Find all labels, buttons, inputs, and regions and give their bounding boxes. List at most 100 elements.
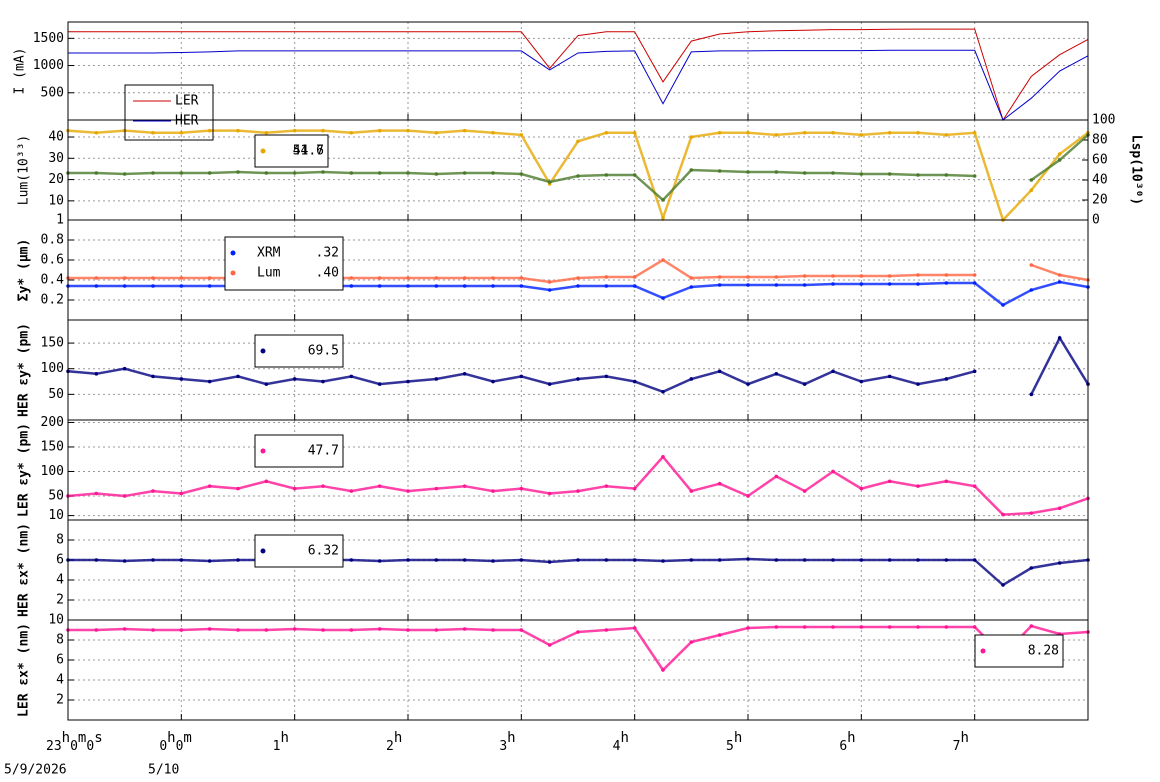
y-tick-label: 6 [56, 653, 64, 668]
data-point [151, 628, 155, 632]
data-point [179, 284, 184, 288]
data-point [1029, 624, 1034, 628]
data-point [491, 489, 495, 493]
data-point [94, 130, 99, 135]
legend-swatch [260, 548, 266, 554]
data-point [122, 172, 127, 176]
legend: 6.32 [254, 534, 344, 568]
data-point [576, 558, 580, 562]
data-point [604, 374, 609, 379]
y-tick-label: 0.2 [41, 293, 64, 308]
legend-box [254, 134, 329, 168]
data-point [689, 489, 694, 493]
data-point [406, 558, 410, 562]
legend-label: LER [175, 94, 199, 109]
data-point [462, 128, 467, 133]
x-tick-label: 3h [499, 730, 515, 754]
data-point [122, 284, 127, 288]
y2-tick-label: 20 [1092, 193, 1108, 208]
y-tick-label: 10 [48, 613, 64, 628]
y-tick-label: 10 [48, 508, 64, 523]
data-point [151, 489, 155, 493]
legend: 69.5 [254, 334, 344, 368]
data-point [519, 276, 524, 280]
data-point [236, 170, 240, 174]
data-point [944, 173, 949, 177]
data-point [321, 170, 325, 174]
data-point [434, 628, 439, 632]
legend-box [254, 534, 344, 568]
data-point [377, 276, 382, 280]
panel-frame [67, 319, 1089, 421]
data-point [491, 379, 495, 384]
data-point [632, 275, 637, 279]
series-line [68, 49, 1089, 121]
data-point [916, 484, 920, 488]
data-point [604, 558, 609, 562]
data-point [236, 374, 240, 379]
data-point [292, 486, 297, 491]
legend-label: HER [175, 114, 199, 129]
y-tick-label: 30 [48, 151, 64, 166]
data-point [802, 558, 807, 562]
legend-swatch [260, 348, 266, 354]
y-axis-label: Lum(10³³) [17, 135, 32, 205]
legend-value: 44.6 [293, 144, 324, 159]
data-point [151, 284, 155, 288]
data-point [434, 172, 439, 176]
data-point [377, 284, 382, 288]
data-point [746, 557, 750, 561]
y2-tick-label: 0 [1092, 213, 1100, 228]
y-tick-label: 1 [56, 213, 64, 228]
data-point [661, 296, 665, 300]
y-tick-label: 150 [41, 439, 64, 454]
legend-swatch [260, 448, 266, 454]
data-point [434, 377, 439, 381]
date-label: 5/10 [148, 763, 179, 778]
data-point [887, 374, 892, 379]
data-point [859, 274, 864, 278]
data-point [717, 369, 722, 374]
data-point [576, 630, 580, 634]
legend-value: 8.28 [1028, 644, 1059, 659]
legend-box [254, 334, 344, 368]
data-point [349, 284, 354, 288]
data-point [916, 273, 920, 277]
data-point [292, 171, 297, 175]
y-tick-label: 50 [48, 387, 64, 402]
data-point [972, 558, 977, 562]
data-point [916, 558, 920, 562]
data-point [406, 489, 410, 493]
data-point [576, 276, 580, 280]
data-point [774, 558, 779, 562]
panel-frame [67, 219, 1089, 321]
data-point [717, 481, 722, 486]
data-point [859, 282, 864, 286]
data-point [887, 479, 892, 484]
data-point [349, 130, 354, 135]
data-point [717, 633, 722, 637]
data-point [802, 382, 807, 386]
data-point [292, 627, 297, 631]
data-point [774, 625, 779, 629]
data-point [887, 558, 892, 562]
y-tick-label: 0.8 [41, 233, 64, 248]
data-point [661, 389, 665, 394]
data-point [434, 130, 439, 135]
y-tick-label: 2 [56, 693, 64, 708]
data-point [151, 374, 155, 379]
data-point [944, 273, 949, 277]
data-point [1029, 288, 1034, 292]
data-point [1001, 303, 1005, 307]
data-point [519, 558, 524, 562]
data-point [547, 491, 552, 496]
data-point [972, 174, 977, 178]
legend: 51.744.6 [254, 134, 329, 168]
data-point [1029, 511, 1034, 515]
data-point [406, 628, 410, 632]
y-tick-label: 1000 [33, 58, 64, 73]
data-point [94, 276, 99, 280]
data-point [972, 281, 977, 285]
data-point [264, 130, 269, 135]
data-point [916, 625, 920, 629]
